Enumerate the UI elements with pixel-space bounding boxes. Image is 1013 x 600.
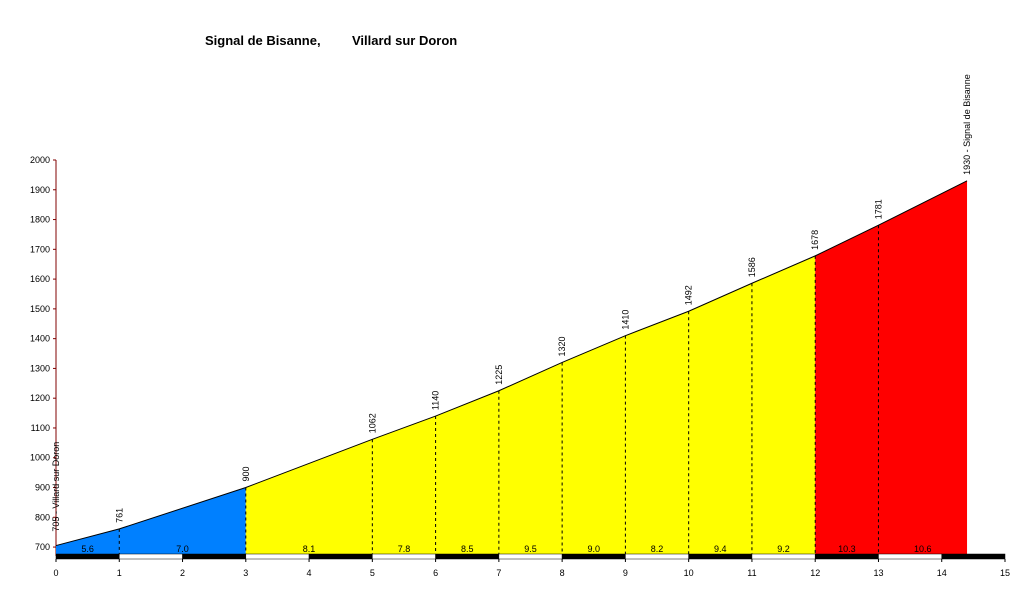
km-strip [435, 553, 500, 560]
y-tick-label: 1400 [30, 334, 50, 344]
y-tick-label: 1200 [30, 393, 50, 403]
x-tick-label: 10 [684, 568, 694, 578]
gradient-label: 7.8 [398, 544, 411, 554]
y-tick-label: 1600 [30, 274, 50, 284]
km-strip [688, 553, 753, 560]
segment-area [56, 528, 120, 556]
x-tick-label: 3 [243, 568, 248, 578]
x-tick-label: 0 [53, 568, 58, 578]
km-strip [245, 553, 310, 560]
x-tick-label: 14 [937, 568, 947, 578]
segment-area [625, 311, 689, 556]
elevation-label: 1320 [557, 336, 567, 356]
x-tick-label: 15 [1000, 568, 1010, 578]
km-strip [498, 553, 563, 560]
gradient-label: 7.0 [176, 544, 189, 554]
gradient-label: 9.5 [524, 544, 537, 554]
y-tick-label: 1500 [30, 304, 50, 314]
segment-area [372, 416, 436, 556]
segment-area [245, 439, 373, 556]
segment-area [562, 335, 626, 556]
y-tick-label: 900 [35, 483, 50, 493]
segment-area [688, 283, 752, 556]
elevation-label: 1678 [810, 230, 820, 250]
elevation-label: 1140 [431, 391, 441, 410]
segment-area [435, 390, 499, 556]
gradient-label: 8.5 [461, 544, 474, 554]
gradient-label: 9.2 [777, 544, 790, 554]
y-tick-label: 800 [35, 512, 50, 522]
elevation-label: 1930 - Signal de Bisanne [962, 74, 972, 175]
gradient-label: 9.0 [588, 544, 601, 554]
km-strip [625, 553, 689, 560]
y-tick-label: 1100 [31, 423, 50, 433]
gradient-label: 10.6 [914, 544, 932, 554]
km-strip [751, 553, 816, 560]
gradient-label: 5.6 [81, 544, 94, 554]
gradient-label: 10.3 [838, 544, 856, 554]
km-strip [561, 553, 626, 560]
gradient-label: 8.1 [303, 544, 316, 554]
segment-area [498, 362, 563, 556]
y-tick-label: 1900 [30, 185, 50, 195]
elevation-label: 1225 [494, 365, 504, 385]
segment-area [878, 180, 968, 556]
elevation-label: 761 [114, 508, 124, 523]
elevation-label: 1492 [684, 285, 694, 305]
km-strip [308, 553, 373, 560]
y-tick-label: 2000 [30, 155, 50, 165]
km-strip [55, 553, 120, 560]
x-tick-label: 8 [560, 568, 565, 578]
elevation-label: 900 [241, 466, 251, 481]
gradient-label: 8.2 [651, 544, 664, 554]
km-strip [182, 553, 247, 560]
chart-title: Signal de Bisanne, [205, 33, 321, 48]
km-strip [814, 553, 879, 560]
x-tick-label: 7 [496, 568, 501, 578]
profile-line [55, 180, 968, 547]
chart-subtitle: Villard sur Doron [352, 33, 457, 48]
segment-area [119, 487, 246, 556]
x-tick-label: 1 [117, 568, 122, 578]
x-tick-label: 2 [180, 568, 185, 578]
y-tick-label: 1000 [30, 453, 50, 463]
y-tick-label: 700 [35, 542, 50, 552]
y-tick-label: 1700 [30, 244, 50, 254]
x-tick-label: 13 [873, 568, 883, 578]
x-tick-label: 12 [810, 568, 820, 578]
elevation-label: 1586 [747, 257, 757, 277]
elevation-label: 1062 [367, 413, 377, 433]
x-tick-label: 6 [433, 568, 438, 578]
km-strip [119, 553, 183, 560]
gradient-label: 9.4 [714, 544, 727, 554]
segment-area [815, 225, 879, 557]
y-tick-label: 1800 [30, 215, 50, 225]
elevation-label: 705 - Villard sur Doron [51, 442, 61, 532]
km-strip [878, 553, 942, 560]
x-tick-label: 11 [747, 568, 756, 578]
elevation-label: 1410 [620, 310, 630, 330]
x-tick-label: 9 [623, 568, 628, 578]
km-strip [941, 553, 1006, 560]
segment-area [751, 255, 816, 556]
x-tick-label: 4 [307, 568, 312, 578]
elevation-label: 1781 [873, 199, 883, 219]
x-tick-label: 5 [370, 568, 375, 578]
y-tick-label: 1300 [30, 363, 50, 373]
km-strip [372, 553, 436, 560]
